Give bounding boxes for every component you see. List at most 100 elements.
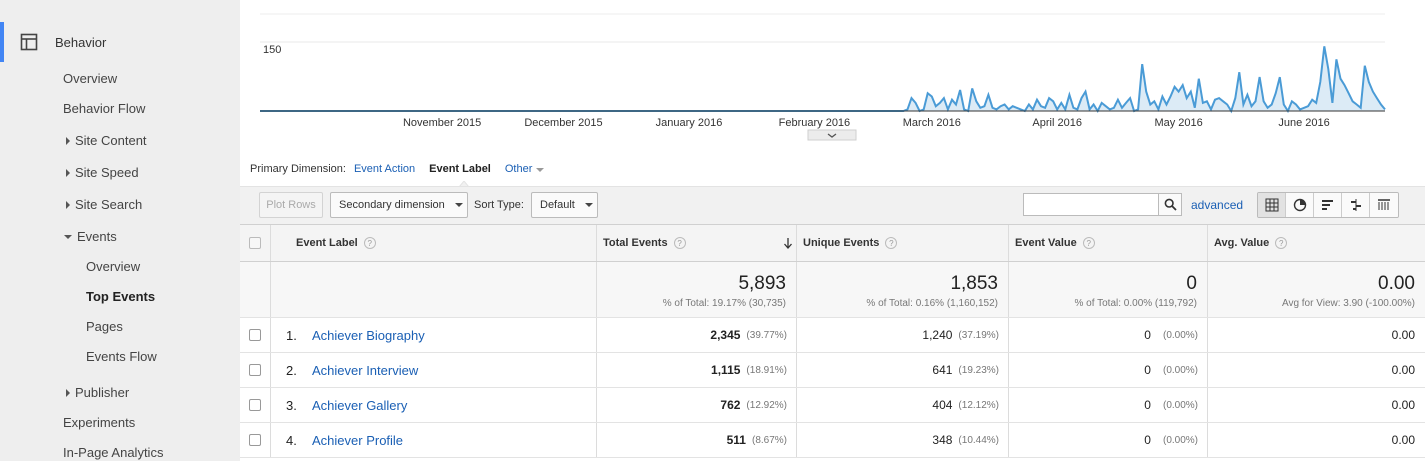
row-checkbox[interactable]	[249, 434, 261, 446]
row-avg-value: 0.00	[1207, 388, 1425, 422]
sidebar-item-publisher[interactable]: Publisher	[66, 385, 129, 400]
sidebar-item-site-speed[interactable]: Site Speed	[66, 165, 139, 180]
row-total-events: 2,345 (39.77%)	[596, 318, 796, 352]
sidebar-item-experiments[interactable]: Experiments	[63, 415, 136, 430]
row-rank: 3.	[286, 397, 297, 413]
row-avg-value: 0.00	[1207, 353, 1425, 387]
row-checkbox-cell	[240, 423, 270, 457]
event-label-link[interactable]: Achiever Profile	[312, 432, 404, 448]
sidebar-item-events-flow[interactable]: Events Flow	[86, 349, 157, 364]
sidebar-item-events-overview[interactable]: Overview	[86, 259, 141, 274]
row-rank: 4.	[286, 432, 297, 448]
dimension-other[interactable]: Other	[505, 163, 545, 175]
behavior-icon	[20, 33, 38, 51]
cell-value: 511	[726, 433, 746, 447]
cell-value: 0.00	[1391, 328, 1415, 342]
cell-value: 762	[720, 398, 741, 412]
total-subtext: Avg for View: 3.90 (-100.00%)	[1281, 298, 1415, 309]
chart-collapse-handle[interactable]	[807, 129, 857, 141]
comparison-icon	[1350, 199, 1361, 211]
sidebar-section-behavior[interactable]: Behavior	[20, 30, 106, 54]
view-comparison-button[interactable]	[1342, 193, 1370, 217]
table-row: 3. Achiever Gallery 762 (12.92%) 404 (12.12…	[240, 388, 1425, 423]
table-search-input[interactable]	[1023, 193, 1159, 216]
sidebar-item-in-page-analytics[interactable]: In-Page Analytics	[63, 445, 164, 460]
x-tick-label: January 2016	[656, 117, 723, 129]
row-label-cell: 1. Achiever Biography	[270, 318, 596, 352]
header-event-label[interactable]: Event Label?	[270, 225, 596, 261]
totals-label-cell	[270, 262, 596, 317]
sidebar-item-overview[interactable]: Overview	[63, 71, 118, 86]
view-performance-button[interactable]	[1314, 193, 1342, 217]
bar-list-icon	[1321, 200, 1333, 210]
dimension-event-action[interactable]: Event Action	[353, 163, 416, 175]
sidebar-item-site-content[interactable]: Site Content	[66, 133, 147, 148]
dimension-event-label[interactable]: Event Label	[429, 163, 491, 175]
sort-type-dropdown[interactable]: Default	[531, 192, 598, 218]
totals-avg-value: 0.00 Avg for View: 3.90 (-100.00%)	[1207, 262, 1425, 317]
help-icon[interactable]: ?	[1275, 237, 1288, 249]
pivot-icon	[1378, 199, 1390, 210]
y-tick-label: 150	[263, 44, 281, 56]
help-icon[interactable]: ?	[1082, 237, 1095, 249]
cell-percent: (8.67%)	[751, 434, 787, 446]
view-pie-button[interactable]	[1286, 193, 1314, 217]
view-table-button[interactable]	[1258, 193, 1286, 217]
table-row: 1. Achiever Biography 2,345 (39.77%) 1,240…	[240, 318, 1425, 353]
cell-percent: (12.12%)	[958, 399, 999, 411]
select-all-checkbox[interactable]	[249, 237, 261, 249]
row-unique-events: 641 (19.23%)	[796, 353, 1008, 387]
view-pivot-button[interactable]	[1370, 193, 1398, 217]
header-total-events[interactable]: Total Events?	[596, 225, 796, 261]
row-avg-value: 0.00	[1207, 423, 1425, 457]
sidebar-item-label: Site Speed	[75, 165, 139, 180]
totals-unique-events: 1,853 % of Total: 0.16% (1,160,152)	[796, 262, 1008, 317]
row-unique-events: 348 (10.44%)	[796, 423, 1008, 457]
event-label-link[interactable]: Achiever Biography	[312, 327, 425, 343]
event-label-link[interactable]: Achiever Gallery	[312, 397, 408, 413]
row-checkbox[interactable]	[249, 399, 261, 411]
sidebar-item-pages[interactable]: Pages	[86, 319, 123, 334]
cell-value: 0	[1144, 433, 1151, 447]
expand-arrow-icon	[66, 136, 70, 145]
sidebar-item-label: Events	[77, 229, 117, 244]
table-header-row: Event Label? Total Events? Unique Events…	[240, 224, 1425, 262]
cell-percent: (37.19%)	[958, 329, 999, 341]
help-icon[interactable]: ?	[885, 237, 898, 249]
row-total-events: 762 (12.92%)	[596, 388, 796, 422]
row-event-value: 0 (0.00%)	[1008, 353, 1207, 387]
total-subtext: % of Total: 0.16% (1,160,152)	[866, 298, 998, 309]
row-checkbox[interactable]	[249, 329, 261, 341]
cell-percent: (0.00%)	[1162, 399, 1198, 411]
cell-percent: (19.23%)	[958, 364, 999, 376]
header-avg-value[interactable]: Avg. Value?	[1207, 225, 1425, 261]
secondary-dimension-dropdown[interactable]: Secondary dimension	[330, 192, 468, 218]
help-icon[interactable]: ?	[363, 237, 376, 249]
events-table: Event Label? Total Events? Unique Events…	[240, 224, 1425, 458]
totals-blank-cell	[240, 262, 270, 317]
header-event-value[interactable]: Event Value?	[1008, 225, 1207, 261]
sidebar-item-site-search[interactable]: Site Search	[66, 197, 142, 212]
help-icon[interactable]: ?	[673, 237, 686, 249]
sidebar-item-events[interactable]: Events	[64, 229, 117, 244]
chevron-down-icon	[536, 168, 545, 172]
row-event-value: 0 (0.00%)	[1008, 318, 1207, 352]
advanced-filter-link[interactable]: advanced	[1191, 198, 1244, 212]
cell-percent: (0.00%)	[1162, 329, 1198, 341]
sidebar-section-label: Behavior	[55, 34, 107, 50]
row-total-events: 511 (8.67%)	[596, 423, 796, 457]
sidebar-item-behavior-flow[interactable]: Behavior Flow	[63, 101, 146, 116]
sort-descending-icon	[784, 238, 792, 249]
search-button[interactable]	[1158, 193, 1182, 216]
row-checkbox[interactable]	[249, 364, 261, 376]
expand-arrow-icon	[66, 200, 70, 209]
search-icon	[1164, 198, 1177, 211]
header-unique-events[interactable]: Unique Events?	[796, 225, 1008, 261]
sidebar-item-top-events[interactable]: Top Events	[86, 289, 156, 304]
cell-percent: (12.92%)	[746, 399, 787, 411]
x-tick-label: April 2016	[1032, 117, 1082, 129]
total-value: 0	[1186, 273, 1197, 294]
plot-rows-button[interactable]: Plot Rows	[259, 192, 323, 218]
event-label-link[interactable]: Achiever Interview	[312, 362, 419, 378]
sidebar-item-label: Site Content	[75, 133, 147, 148]
